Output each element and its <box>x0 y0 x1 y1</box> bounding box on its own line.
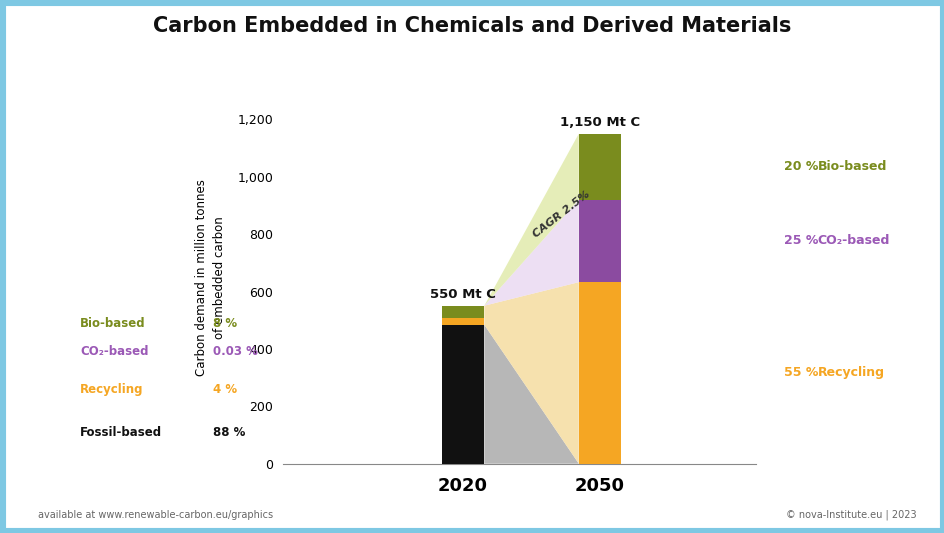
Text: 20 %: 20 % <box>784 160 818 173</box>
Bar <box>441 319 483 325</box>
Text: Recycling: Recycling <box>80 383 143 395</box>
Text: Carbon Embedded in Chemicals and Derived Materials: Carbon Embedded in Chemicals and Derived… <box>153 16 791 36</box>
Text: 8 %: 8 % <box>212 317 237 329</box>
Text: CO₂-based: CO₂-based <box>817 235 889 247</box>
Bar <box>578 200 621 282</box>
Polygon shape <box>484 282 578 464</box>
Polygon shape <box>484 325 578 464</box>
Text: 55 %: 55 % <box>784 367 818 379</box>
Text: 25 %: 25 % <box>784 235 818 247</box>
Bar <box>578 282 621 464</box>
Text: 1,150 Mt C: 1,150 Mt C <box>560 116 639 130</box>
Bar <box>441 325 483 464</box>
Text: available at www.renewable-carbon.eu/graphics: available at www.renewable-carbon.eu/gra… <box>38 510 273 520</box>
Text: CO₂-based: CO₂-based <box>80 345 148 358</box>
Text: Fossil-based: Fossil-based <box>80 426 162 439</box>
Text: Bio-based: Bio-based <box>80 317 145 329</box>
Y-axis label: Carbon demand in million tonnes
of embedded carbon: Carbon demand in million tonnes of embed… <box>194 179 226 376</box>
Polygon shape <box>484 134 578 306</box>
Text: 550 Mt C: 550 Mt C <box>430 288 496 302</box>
Text: © nova-Institute.eu | 2023: © nova-Institute.eu | 2023 <box>785 509 916 520</box>
Text: CAGR 2.5%: CAGR 2.5% <box>531 189 592 239</box>
Text: 4 %: 4 % <box>212 383 237 395</box>
Text: 0.03 %: 0.03 % <box>212 345 257 358</box>
Text: Bio-based: Bio-based <box>817 160 885 173</box>
Polygon shape <box>484 200 578 306</box>
Bar <box>578 134 621 200</box>
Text: 88 %: 88 % <box>212 426 244 439</box>
Text: Recycling: Recycling <box>817 367 884 379</box>
Bar <box>441 306 483 318</box>
